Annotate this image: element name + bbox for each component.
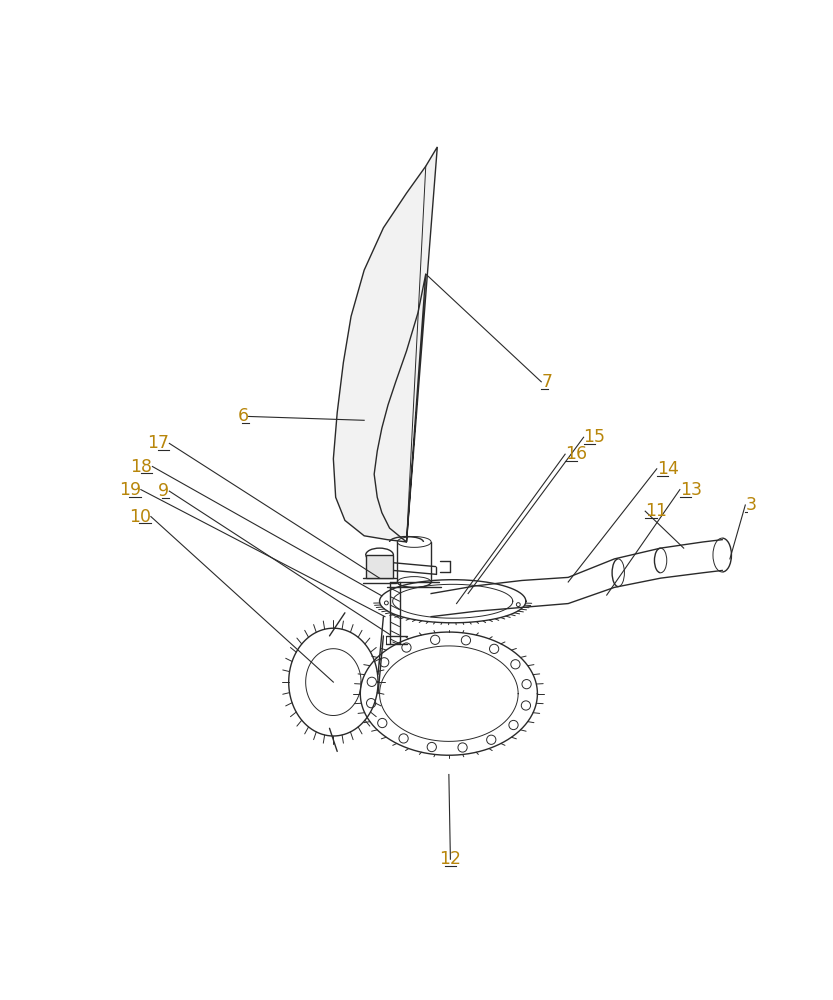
Text: 12: 12 — [439, 850, 461, 868]
Text: 17: 17 — [147, 434, 169, 452]
Text: 14: 14 — [656, 460, 679, 478]
Text: 7: 7 — [541, 373, 552, 391]
Polygon shape — [333, 147, 437, 542]
Text: 16: 16 — [565, 445, 587, 463]
Text: 10: 10 — [129, 508, 151, 526]
Text: 15: 15 — [584, 428, 606, 446]
Text: 18: 18 — [131, 458, 152, 476]
Text: 19: 19 — [119, 481, 141, 499]
Text: 9: 9 — [158, 482, 169, 500]
Text: 11: 11 — [646, 502, 667, 520]
Text: 6: 6 — [237, 407, 249, 425]
Text: 3: 3 — [746, 496, 756, 514]
Text: 13: 13 — [680, 481, 702, 499]
FancyBboxPatch shape — [366, 555, 393, 578]
